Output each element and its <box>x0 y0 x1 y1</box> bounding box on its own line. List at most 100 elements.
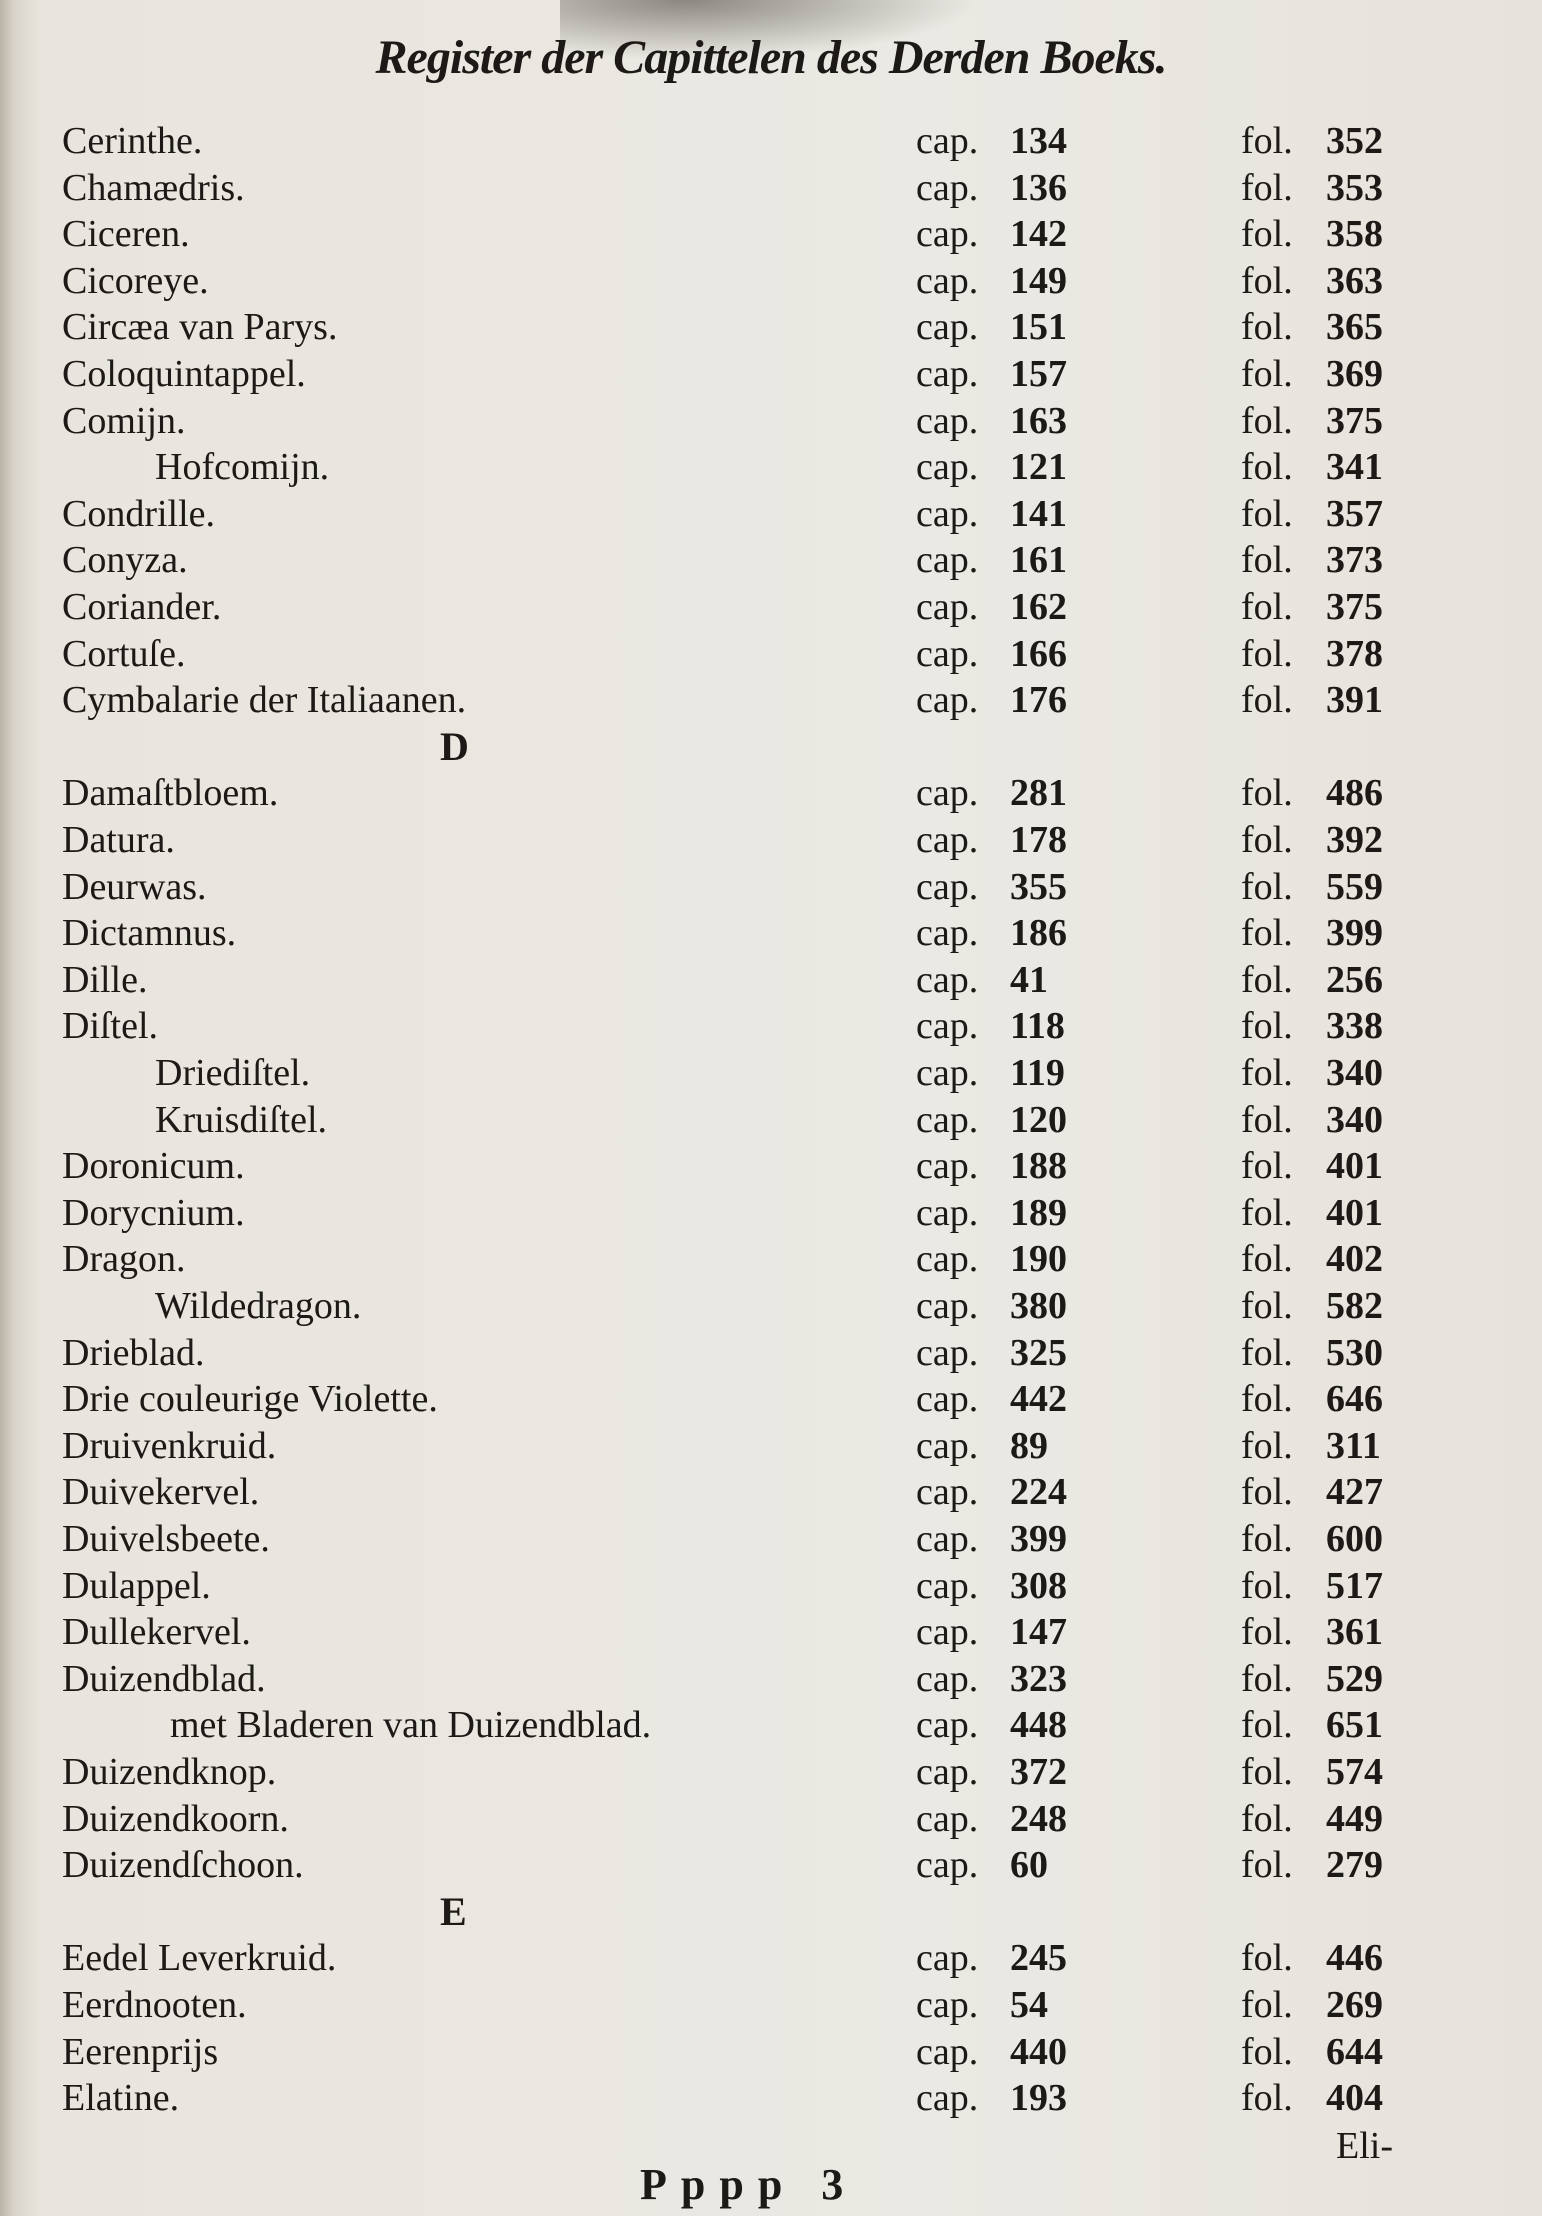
entry-name: Damaſtbloem. <box>62 772 279 815</box>
entry-name: Duivekervel. <box>62 1471 260 1514</box>
folio-number: 375 <box>1326 399 1383 442</box>
fol-label: fol. <box>1241 679 1293 722</box>
fol-label: fol. <box>1241 492 1293 535</box>
entry-name: Dorycnium. <box>62 1191 245 1234</box>
cap-label: cap. <box>916 958 979 1001</box>
register-entry: Dragon. cap. 190 fol. 402 <box>0 1236 1542 1282</box>
folio-number: 391 <box>1326 679 1383 722</box>
cap-label: cap. <box>916 819 979 861</box>
fol-label: fol. <box>1241 1005 1293 1048</box>
fol-label: fol. <box>1241 912 1293 955</box>
folio-number: 651 <box>1326 1704 1383 1747</box>
entry-name: Dictamnus. <box>62 912 237 955</box>
register-entry: Eerenprijs cap. 440 fol. 644 <box>0 2029 1542 2075</box>
entry-name: Duizendſchoon. <box>62 1844 304 1887</box>
register-entry: Drieblad. cap. 325 fol. 530 <box>0 1330 1542 1376</box>
entry-name: Datura. <box>62 819 175 861</box>
register-entry: Dullekervel. cap. 147 fol. 361 <box>0 1609 1542 1655</box>
entry-name: Duivelsbeete. <box>62 1518 270 1560</box>
folio-number: 363 <box>1326 259 1383 302</box>
chapter-number: 178 <box>1010 819 1067 861</box>
fol-label: fol. <box>1241 1191 1293 1234</box>
cap-label: cap. <box>916 1797 979 1840</box>
folio-number: 340 <box>1326 1098 1383 1141</box>
fol-label: fol. <box>1241 1937 1293 1980</box>
entry-name: Cortuſe. <box>62 632 186 675</box>
entry-name: Kruisdiſtel. <box>155 1098 328 1141</box>
register-entry: Conyza. cap. 161 fol. 373 <box>0 537 1542 583</box>
fol-label: fol. <box>1241 1657 1293 1700</box>
register-entry: Hofcomijn. cap. 121 fol. 341 <box>0 444 1542 490</box>
register-entry: Duivelsbeete. cap. 399 fol. 600 <box>0 1516 1542 1562</box>
cap-label: cap. <box>916 679 979 722</box>
chapter-number: 448 <box>1010 1704 1067 1747</box>
chapter-number: 190 <box>1010 1238 1067 1281</box>
register-entry: Comijn. cap. 163 fol. 375 <box>0 398 1542 444</box>
entry-name: Coloquintappel. <box>62 353 306 395</box>
entry-name: Cymbalarie der Italiaanen. <box>62 679 467 722</box>
section-letter: E <box>440 1888 467 1934</box>
catchword: Eli- <box>1336 2125 1393 2167</box>
cap-label: cap. <box>916 2030 979 2073</box>
chapter-number: 60 <box>1010 1844 1048 1887</box>
entry-name: met Bladeren van Duizendblad. <box>170 1704 652 1747</box>
folio-number: 358 <box>1326 213 1383 256</box>
folio-number: 369 <box>1326 353 1383 395</box>
fol-label: fol. <box>1241 1052 1293 1094</box>
fol-label: fol. <box>1241 2030 1293 2073</box>
entry-name: Doronicum. <box>62 1145 245 1188</box>
chapter-number: 119 <box>1010 1052 1065 1094</box>
entry-name: Dullekervel. <box>62 1611 251 1654</box>
chapter-number: 136 <box>1010 166 1067 209</box>
register-entry: Damaſtbloem. cap. 281 fol. 486 <box>0 770 1542 816</box>
register-entry: Deurwas. cap. 355 fol. 559 <box>0 864 1542 910</box>
register-entry: Dorycnium. cap. 189 fol. 401 <box>0 1190 1542 1236</box>
folio-number: 279 <box>1326 1844 1383 1887</box>
register-entry: Wildedragon. cap. 380 fol. 582 <box>0 1283 1542 1329</box>
register-entry: Diſtel. cap. 118 fol. 338 <box>0 1003 1542 1049</box>
register-entry: Cymbalarie der Italiaanen. cap. 176 fol. 391 <box>0 677 1542 723</box>
fol-label: fol. <box>1241 1285 1293 1327</box>
cap-label: cap. <box>916 772 979 815</box>
chapter-number: 188 <box>1010 1145 1067 1188</box>
entry-name: Druivenkruid. <box>62 1424 277 1467</box>
cap-label: cap. <box>916 1518 979 1560</box>
cap-label: cap. <box>916 539 979 582</box>
chapter-number: 163 <box>1010 399 1067 442</box>
section-letter-row: D <box>0 724 1542 770</box>
entry-name: Drie couleurige Violette. <box>62 1378 438 1421</box>
cap-label: cap. <box>916 1098 979 1141</box>
chapter-number: 141 <box>1010 492 1067 535</box>
entry-name: Wildedragon. <box>155 1285 362 1327</box>
fol-label: fol. <box>1241 446 1293 489</box>
entry-name: Dulappel. <box>62 1564 211 1607</box>
folio-number: 449 <box>1326 1797 1383 1840</box>
folio-number: 353 <box>1326 166 1383 209</box>
entry-name: Eerdnooten. <box>62 1984 247 2026</box>
chapter-number: 323 <box>1010 1657 1067 1700</box>
entry-name: Elatine. <box>62 2077 180 2120</box>
section-letter-row: E <box>0 1889 1542 1935</box>
cap-label: cap. <box>916 865 979 908</box>
register-entry: Chamædris. cap. 136 fol. 353 <box>0 165 1542 211</box>
fol-label: fol. <box>1241 1378 1293 1421</box>
register-entry: Dulappel. cap. 308 fol. 517 <box>0 1563 1542 1609</box>
fol-label: fol. <box>1241 819 1293 861</box>
folio-number: 338 <box>1326 1005 1383 1048</box>
chapter-number: 380 <box>1010 1285 1067 1327</box>
cap-label: cap. <box>916 1145 979 1188</box>
entry-name: Conyza. <box>62 539 188 582</box>
cap-label: cap. <box>916 1471 979 1514</box>
folio-number: 404 <box>1326 2077 1383 2120</box>
chapter-number: 281 <box>1010 772 1067 815</box>
chapter-number: 142 <box>1010 213 1067 256</box>
folio-number: 644 <box>1326 2030 1383 2073</box>
cap-label: cap. <box>916 1238 979 1281</box>
chapter-number: 355 <box>1010 865 1067 908</box>
signature-mark: Pppp 3 <box>640 2160 858 2209</box>
folio-number: 352 <box>1326 120 1383 162</box>
cap-label: cap. <box>916 586 979 628</box>
folio-number: 574 <box>1326 1751 1383 1793</box>
cap-label: cap. <box>916 1285 979 1327</box>
chapter-number: 248 <box>1010 1797 1067 1840</box>
